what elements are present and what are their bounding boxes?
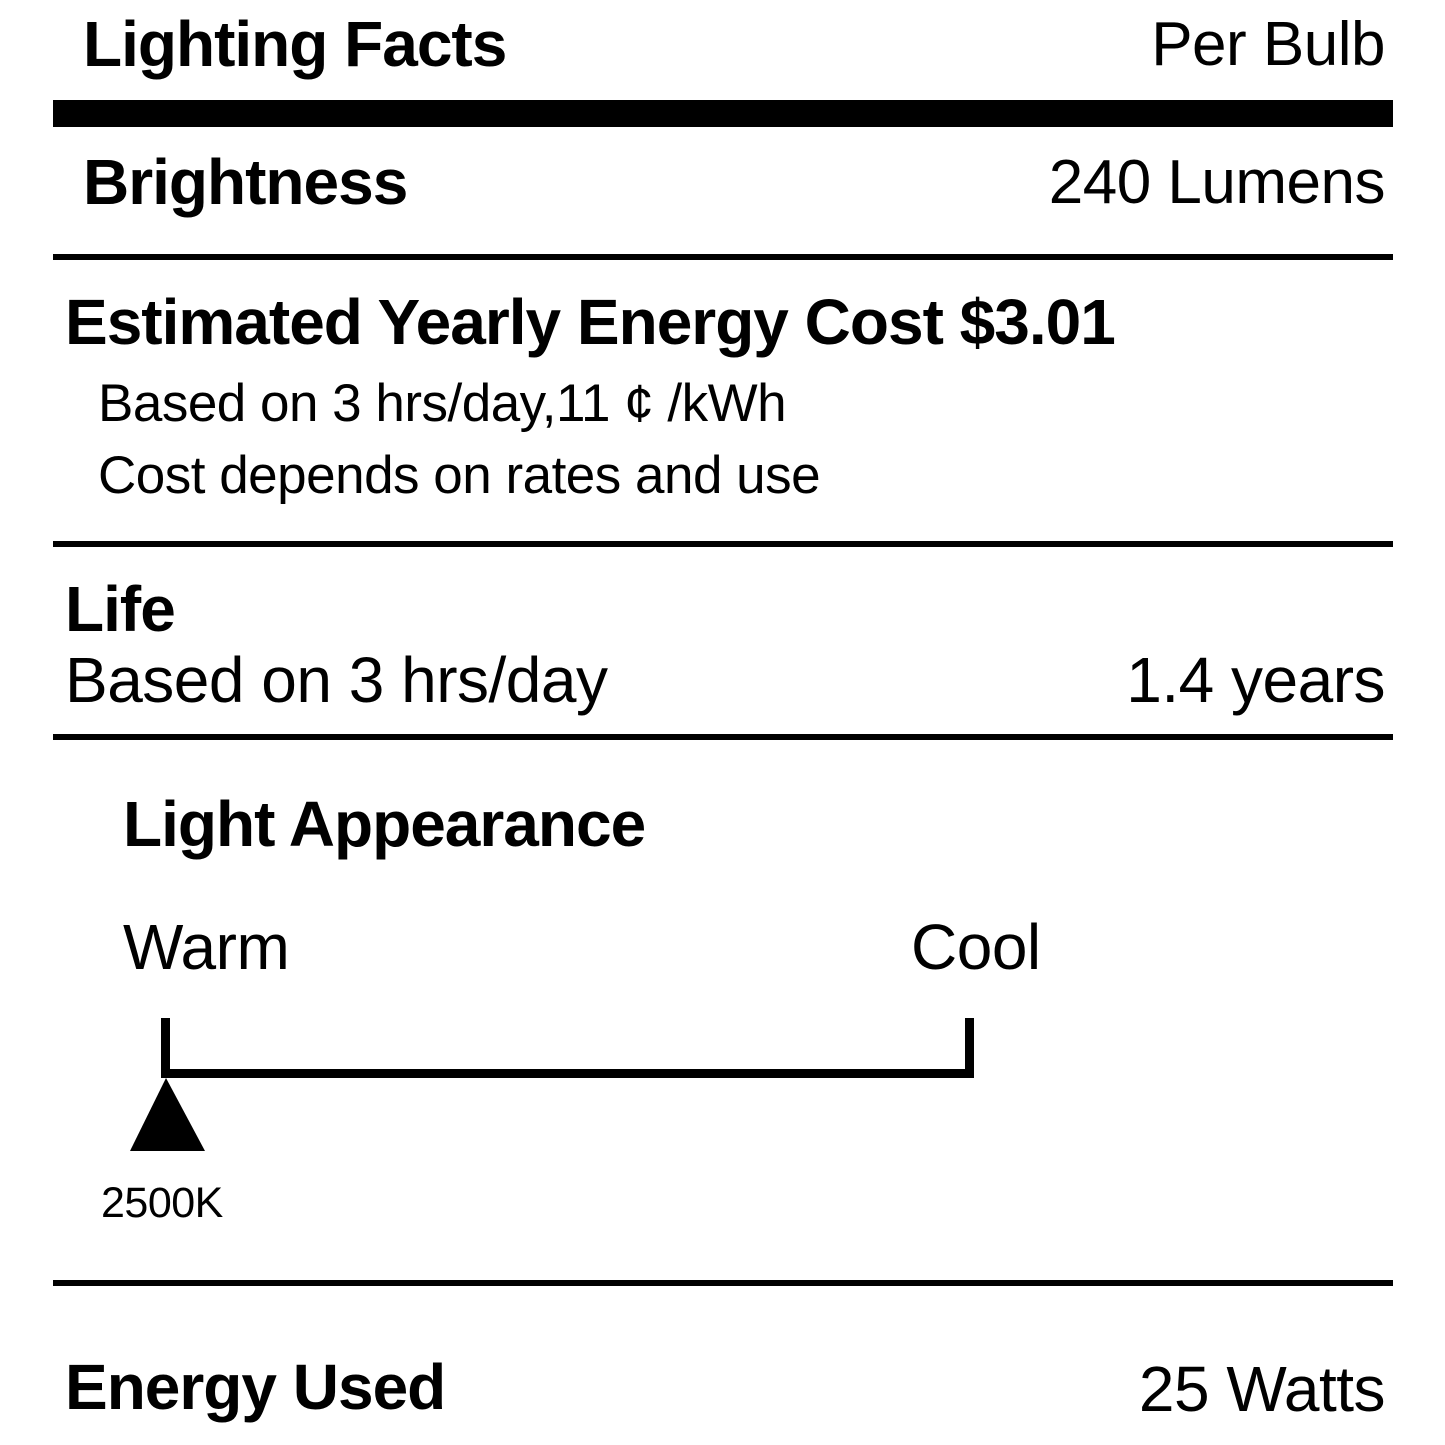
energy-cost-label: Estimated Yearly Energy Cost $3.01 <box>65 286 1116 358</box>
brightness-label: Brightness <box>83 146 408 218</box>
energy-cost-note-depends: Cost depends on rates and use <box>98 446 821 505</box>
marker-triangle-icon <box>130 1078 205 1151</box>
brightness-value: 240 Lumens <box>1048 148 1386 217</box>
divider <box>53 254 1393 260</box>
light-appearance-label: Light Appearance <box>123 788 646 860</box>
energy-cost-note-rate: Based on 3 hrs/day,11 ¢ /kWh <box>98 374 787 433</box>
scale-cool-label: Cool <box>911 911 1041 983</box>
per-bulb-label: Per Bulb <box>1151 10 1385 79</box>
scale-warm-label: Warm <box>123 911 290 983</box>
divider <box>53 541 1393 547</box>
life-basis: Based on 3 hrs/day <box>65 644 608 716</box>
energy-used-label: Energy Used <box>65 1351 446 1423</box>
scale-bracket <box>161 1018 974 1078</box>
life-label: Life <box>65 573 176 645</box>
life-value: 1.4 years <box>1126 644 1385 716</box>
divider <box>53 734 1393 740</box>
label-title: Lighting Facts <box>83 8 507 80</box>
thick-divider <box>53 100 1393 127</box>
color-temperature-value: 2500K <box>101 1179 223 1227</box>
energy-used-value: 25 Watts <box>1138 1353 1386 1425</box>
divider <box>53 1280 1393 1286</box>
